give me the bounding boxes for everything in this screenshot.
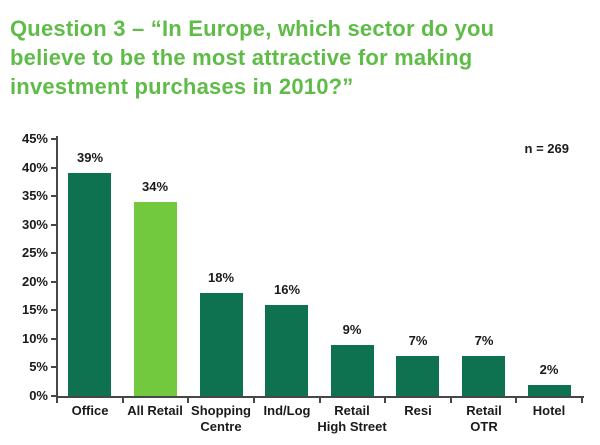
category-label-ind-log: Ind/Log [263,403,311,418]
y-axis-tick [51,138,57,140]
y-axis-tick [51,195,57,198]
y-axis-tick [51,395,57,397]
bar-all-retail [134,202,177,396]
x-axis-tick [187,396,190,403]
bar-value-label-ind-log: 16% [273,282,301,297]
y-axis-tick-label: 35% [21,188,48,204]
bar-value-label-all-retail: 34% [141,179,169,194]
y-axis-tick-label: 25% [21,245,48,261]
y-axis-tick [51,166,57,169]
x-axis-tick [384,396,387,403]
category-label-office: Office [71,403,109,418]
chart-title-line1: Question 3 – “In Europe, which sector do… [10,16,495,41]
bar-ind-log [265,305,308,396]
x-axis-tick [121,396,124,403]
bar-value-label-resi: 7% [408,333,428,348]
chart-title-line3: investment purchases in 2010?” [10,74,354,99]
bar-shopping-centre [200,293,243,396]
category-label-resi: Resi [404,403,432,418]
x-axis-tick [56,396,58,403]
y-axis-line [56,136,58,397]
bar-value-label-shopping-centre: 18% [207,270,235,285]
x-axis-tick [318,396,321,403]
bar-value-label-hotel: 2% [539,362,559,377]
y-axis-tick-label: 45% [21,131,48,146]
chart-title: Question 3 – “In Europe, which sector do… [10,14,494,101]
category-label-hotel: Hotel [532,403,566,418]
y-axis-tick [51,223,57,226]
y-axis-tick [51,366,57,369]
y-axis-tick-label: 40% [21,159,48,175]
y-axis-tick [51,280,57,283]
y-axis-tick-label: 0% [29,388,48,403]
bar-resi [396,356,439,396]
x-axis-tick [581,396,583,403]
y-axis-tick-label: 15% [21,302,48,318]
x-axis-tick [252,396,255,403]
y-axis-tick-label: 20% [21,273,48,289]
category-label-retail-otr: Retail OTR [466,403,502,434]
category-label-shopping-centre: Shopping Centre [191,403,251,434]
y-axis-tick [51,252,57,255]
bar-value-label-retail-high-street: 9% [342,322,362,337]
y-axis-tick-label: 5% [29,359,48,375]
sample-size-label: n = 269 [524,141,569,156]
bar-value-label-retail-otr: 7% [474,333,494,348]
bar-hotel [528,385,571,396]
y-axis-tick [51,309,57,312]
y-axis-tick-label: 30% [21,216,48,232]
bar-value-label-office: 39% [76,150,104,165]
category-label-all-retail: All Retail [127,403,183,418]
x-axis-tick [515,396,518,403]
chart-title-line2: believe to be the most attractive for ma… [10,45,473,70]
bar-retail-otr [462,356,505,396]
y-axis-tick [51,337,57,340]
bar-retail-high-street [331,345,374,396]
x-axis-tick [449,396,452,403]
y-axis-tick-label: 10% [21,330,48,346]
category-label-retail-high-street: Retail High Street [317,403,387,434]
bar-office [68,173,111,396]
